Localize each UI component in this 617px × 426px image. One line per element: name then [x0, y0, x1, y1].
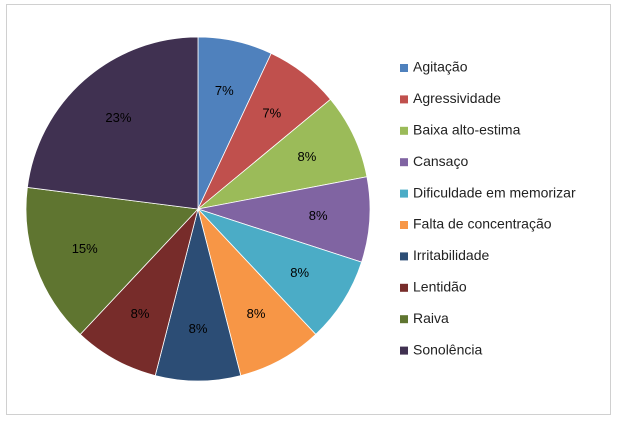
data-label: 8% [247, 306, 266, 321]
legend-label: Raiva [413, 310, 449, 326]
legend-swatch [400, 189, 408, 198]
legend-label: Dificuldade em memorizar [413, 184, 576, 200]
legend-label: Irritabilidade [413, 247, 489, 263]
data-label: 8% [131, 306, 150, 321]
legend-label: Lentidão [413, 279, 467, 295]
pie-slice [26, 36, 199, 210]
legend-label: Baixa alto-estima [413, 122, 521, 138]
data-label: 8% [189, 321, 208, 336]
legend-label: Sonolência [413, 341, 482, 357]
legend-swatch [400, 158, 408, 167]
legend-label: Falta de concentração [413, 216, 552, 232]
data-label: 7% [215, 83, 234, 98]
pie-slice [25, 186, 199, 335]
data-label: 8% [290, 265, 309, 280]
legend-label: Agressividade [413, 90, 501, 106]
legend-label: Agitação [413, 59, 468, 75]
legend-swatch [400, 315, 408, 324]
data-label: 8% [309, 208, 328, 223]
legend-swatch [400, 64, 408, 72]
legend-label: Cansaço [413, 153, 468, 169]
legend-swatch [400, 283, 408, 292]
legend-swatch [400, 221, 408, 229]
legend-swatch [400, 252, 408, 261]
data-label: 7% [262, 105, 281, 120]
data-label: 23% [105, 110, 131, 125]
legend-swatch [400, 126, 408, 135]
legend-swatch [400, 95, 408, 104]
legend-swatch [400, 346, 408, 355]
data-label: 15% [72, 241, 98, 256]
data-label: 8% [298, 149, 317, 164]
